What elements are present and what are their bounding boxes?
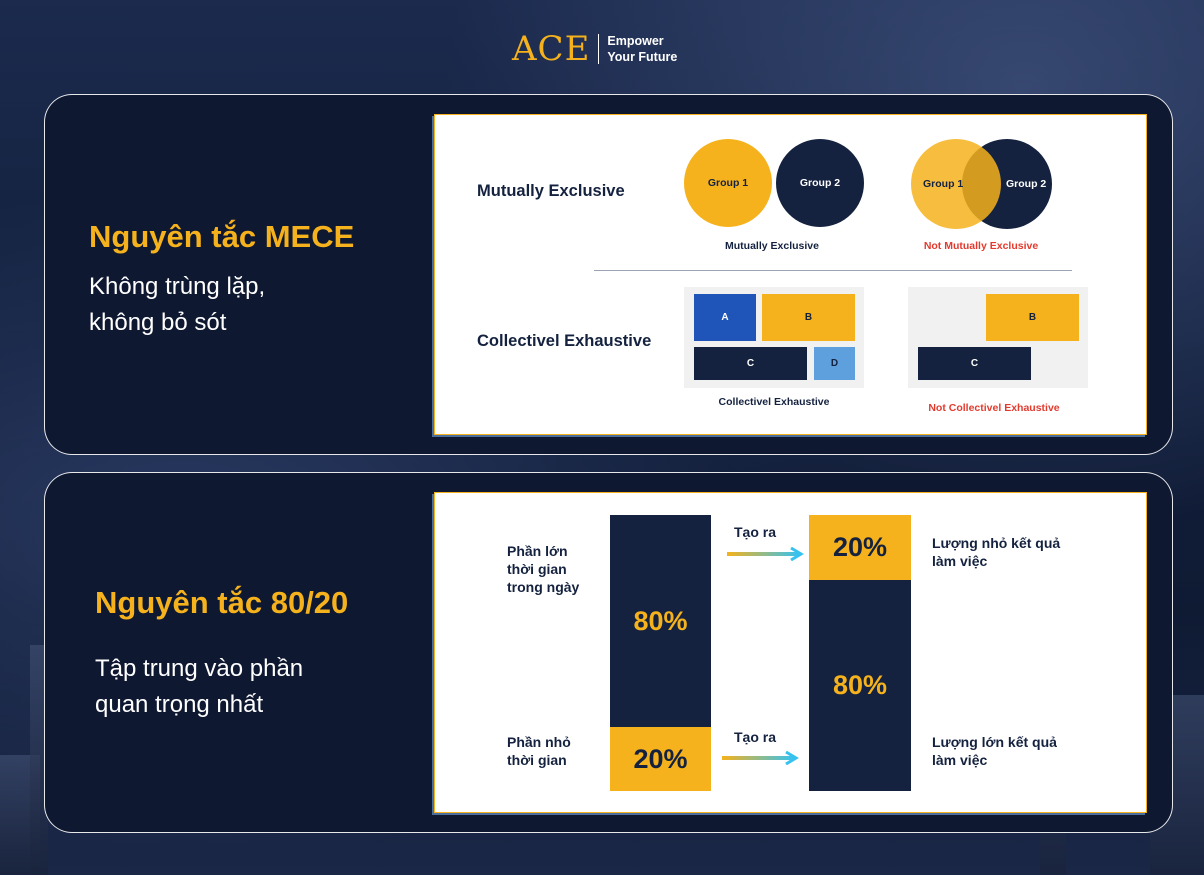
arrow-top-icon <box>727 547 804 561</box>
me-group1-circle: Group 1 <box>684 139 772 227</box>
pareto-diagram-panel: Phần lớn thời gian trong ngày Phần nhỏ t… <box>434 492 1147 813</box>
me-group2-circle: Group 2 <box>776 139 864 227</box>
ace-logo: ACE Empower Your Future <box>512 32 677 66</box>
not-me-group2-label: Group 2 <box>1006 178 1047 190</box>
not-me-overlap-circles <box>911 139 1052 229</box>
pareto-title: Nguyên tắc 80/20 <box>95 585 349 620</box>
not-me-group1-circle <box>911 139 1001 229</box>
not-ce-caption: Not Collectivel Exhaustive <box>928 402 1060 414</box>
me-group2-label: Group 2 <box>799 177 841 189</box>
input-20-bar: 20% <box>610 727 711 791</box>
me-caption: Mutually Exclusive <box>725 240 819 252</box>
pareto-card: Nguyên tắc 80/20 Tập trung vào phần quan… <box>44 472 1173 833</box>
collectively-exhaustive-label: Collectivel Exhaustive <box>477 332 652 350</box>
ce-block-c: C <box>694 347 807 380</box>
not-ce-block-group: B C <box>908 287 1088 388</box>
input-20-value: 20% <box>633 743 688 774</box>
left-top-note: Phần lớn thời gian trong ngày <box>507 543 580 595</box>
ce-block-a: A <box>694 294 756 341</box>
not-ce-block-b: B <box>986 294 1079 341</box>
input-80-bar: 80% <box>610 515 711 727</box>
output-20-value: 20% <box>832 532 888 562</box>
logo-tagline-line2: Your Future <box>607 50 678 64</box>
logo-tagline: Empower Your Future <box>607 33 677 65</box>
logo-mark: ACE <box>512 29 591 69</box>
logo-divider <box>598 34 600 64</box>
output-20-bar: 20% <box>809 515 911 580</box>
right-top-note: Lượng nhỏ kết quả làm việc <box>932 535 1061 569</box>
mece-card: Nguyên tắc MECE Không trùng lặp, không b… <box>44 94 1173 455</box>
mece-diagram-panel: Mutually Exclusive Group 1 Group 2 Mutua… <box>434 114 1147 435</box>
left-bottom-note: Phần nhỏ thời gian <box>507 734 571 768</box>
section-divider <box>594 270 1072 271</box>
output-80-bar: 80% <box>809 580 911 791</box>
not-ce-block-c: C <box>918 347 1031 380</box>
ce-block-d: D <box>814 347 855 380</box>
logo-tagline-line1: Empower <box>607 34 664 48</box>
mece-title: Nguyên tắc MECE <box>89 219 355 254</box>
arrow-bottom-icon <box>722 751 799 765</box>
input-80-value: 80% <box>633 605 688 636</box>
ce-caption: Collectivel Exhaustive <box>718 396 830 408</box>
arrow-top-label: Tạo ra <box>734 524 777 540</box>
right-bottom-note: Lượng lớn kết quả làm việc <box>932 734 1057 768</box>
output-80-value: 80% <box>832 670 888 700</box>
mece-subtitle: Không trùng lặp, không bỏ sót <box>89 273 266 336</box>
me-group1-label: Group 1 <box>707 177 749 189</box>
arrow-bottom-label: Tạo ra <box>734 729 777 745</box>
mutually-exclusive-label: Mutually Exclusive <box>477 182 625 200</box>
ce-block-b: B <box>762 294 855 341</box>
not-me-group1-label: Group 1 <box>923 178 964 190</box>
pareto-subtitle: Tập trung vào phần quan trọng nhất <box>95 655 304 718</box>
not-me-caption: Not Mutually Exclusive <box>923 240 1039 252</box>
ce-block-group: A B C D <box>684 287 864 388</box>
